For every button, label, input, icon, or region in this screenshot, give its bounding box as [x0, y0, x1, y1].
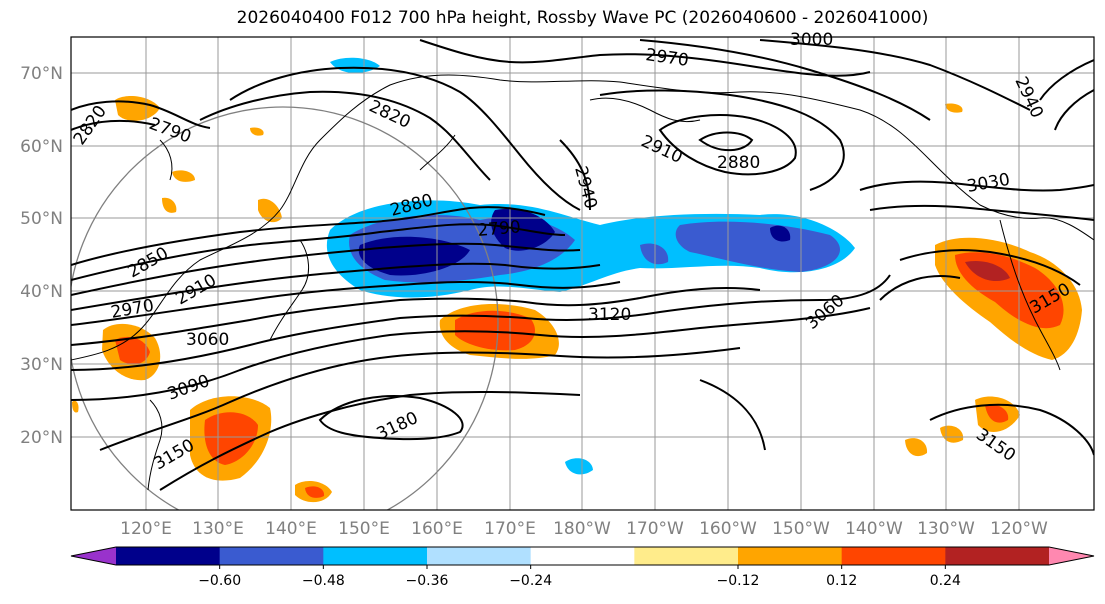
lon-label: 130°W — [917, 519, 975, 539]
colorbar-tick-label: 0.24 — [930, 573, 961, 589]
lon-label: 150°W — [772, 519, 830, 539]
lon-label: 170°E — [484, 519, 536, 539]
colorbar-outline — [70, 546, 1095, 566]
lat-label: 30°N — [20, 355, 63, 375]
lon-label: 160°W — [699, 519, 757, 539]
colorbar-tick-label: −0.36 — [406, 573, 449, 589]
colorbar-bin — [427, 547, 532, 565]
colorbar-tick-label: 0.12 — [826, 573, 857, 589]
contour-label: 2880 — [717, 153, 760, 173]
lon-label: 170°W — [626, 519, 684, 539]
contour-label: 3060 — [186, 330, 229, 350]
lon-label: 140°E — [265, 519, 317, 539]
colorbar-extend-high — [1049, 547, 1094, 565]
lon-label: 120°W — [990, 519, 1048, 539]
contour-label: 2790 — [477, 217, 522, 241]
colorbar-tick-label: −0.48 — [302, 573, 345, 589]
longitude-labels: 120°E 130°E 140°E 150°E 160°E 170°E 180°… — [120, 519, 1048, 539]
colorbar-bin — [841, 547, 946, 565]
colorbar-tick-label: −0.24 — [509, 573, 552, 589]
colorbar-tick-label: −0.60 — [198, 573, 241, 589]
latitude-labels: 70°N 60°N 50°N 40°N 30°N 20°N — [20, 64, 63, 448]
colorbar-bin — [116, 547, 221, 565]
contour-label: 3120 — [588, 305, 631, 325]
colorbar: −0.60 −0.48 −0.36 −0.24 −0.12 0.12 0.24 — [70, 546, 1095, 589]
wave-packet-circle — [71, 106, 499, 510]
lat-label: 40°N — [20, 282, 63, 302]
map-title: 2026040400 F012 700 hPa height, Rossby W… — [236, 8, 929, 28]
lat-label: 60°N — [20, 137, 63, 157]
colorbar-extend-low — [71, 547, 116, 565]
contour-label: 3000 — [790, 30, 833, 50]
map-frame — [70, 36, 1095, 511]
colorbar-bin — [219, 547, 324, 565]
colorbar-bin — [738, 547, 843, 565]
lat-label: 70°N — [20, 64, 63, 84]
coastlines — [71, 74, 1094, 491]
colorbar-tick-label: −0.12 — [717, 573, 760, 589]
lat-label: 50°N — [20, 209, 63, 229]
lon-label: 180°W — [553, 519, 611, 539]
lon-label: 140°W — [845, 519, 903, 539]
height-contours — [71, 39, 1094, 491]
colorbar-bin — [634, 547, 739, 565]
lon-label: 120°E — [120, 519, 172, 539]
colorbar-bin — [323, 547, 428, 565]
lon-label: 150°E — [338, 519, 390, 539]
lat-label: 20°N — [20, 428, 63, 448]
lon-label: 160°E — [411, 519, 463, 539]
lon-label: 130°E — [192, 519, 244, 539]
colorbar-bin — [945, 547, 1050, 565]
colorbar-bin — [530, 547, 635, 565]
